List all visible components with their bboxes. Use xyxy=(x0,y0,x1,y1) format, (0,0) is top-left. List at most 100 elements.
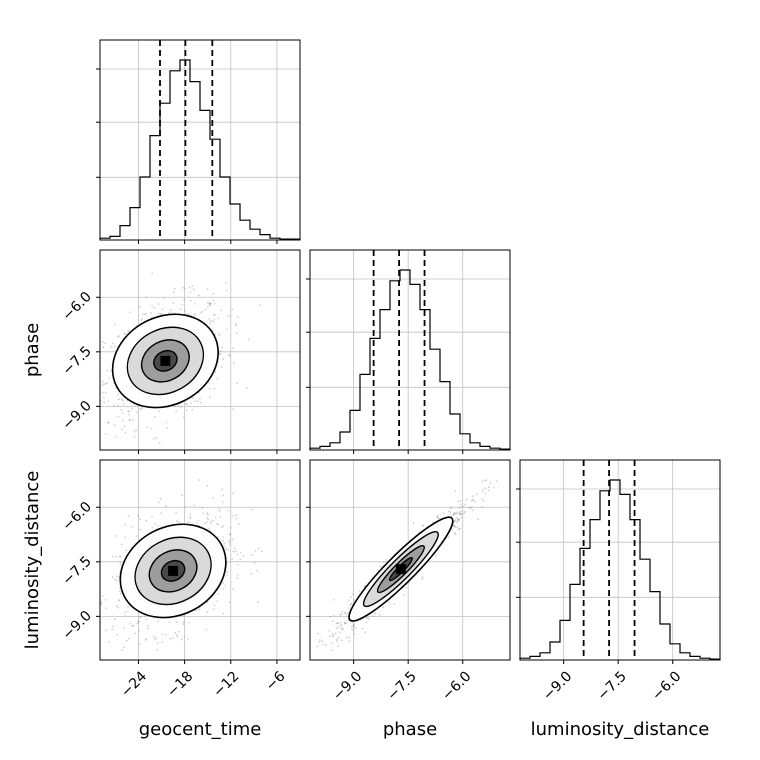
sample-point xyxy=(122,627,125,629)
sample-point xyxy=(119,560,122,563)
sample-point xyxy=(222,494,225,497)
sample-point xyxy=(106,382,108,384)
sample-point xyxy=(432,521,435,524)
sample-point xyxy=(105,629,107,632)
sample-point xyxy=(171,637,174,639)
sample-point xyxy=(141,318,143,320)
y-tick-label: −7.5 xyxy=(59,553,94,588)
sample-point xyxy=(347,619,350,622)
sample-point xyxy=(352,593,354,596)
sample-point xyxy=(247,338,250,341)
sample-point xyxy=(217,535,219,538)
sample-point xyxy=(120,543,123,546)
sample-point xyxy=(213,302,216,305)
sample-point xyxy=(236,553,239,556)
sample-point xyxy=(96,354,98,356)
sample-point xyxy=(104,342,106,345)
sample-point xyxy=(175,520,178,523)
sample-point xyxy=(131,664,133,666)
sample-point xyxy=(95,596,97,598)
sample-point xyxy=(388,601,391,604)
sample-point xyxy=(335,640,338,642)
x-tick-label: −9.0 xyxy=(540,668,575,703)
sample-point xyxy=(133,430,136,432)
sample-point xyxy=(451,507,453,509)
sample-point xyxy=(220,526,223,529)
sample-point xyxy=(189,299,192,302)
hist-panel-geocent_time xyxy=(96,39,301,244)
sample-point xyxy=(489,482,492,485)
sample-point xyxy=(484,487,487,490)
sample-point xyxy=(223,545,226,547)
panel-content xyxy=(82,479,264,666)
sample-point xyxy=(449,511,452,514)
sample-point xyxy=(157,501,160,504)
sample-point xyxy=(332,598,335,601)
sample-point xyxy=(250,554,253,556)
sample-point xyxy=(332,620,334,622)
sample-point xyxy=(117,576,120,579)
sample-point xyxy=(104,432,107,435)
sample-point xyxy=(349,603,352,605)
sample-point xyxy=(211,320,214,323)
sample-point xyxy=(111,555,114,558)
sample-point xyxy=(191,408,194,411)
sample-point xyxy=(118,599,121,601)
sample-point xyxy=(189,513,192,516)
sample-point xyxy=(229,526,232,529)
sample-point xyxy=(448,510,450,512)
sample-point xyxy=(236,332,238,335)
sample-point xyxy=(129,311,131,314)
sample-point xyxy=(119,592,122,595)
sample-point xyxy=(157,620,160,623)
sample-point xyxy=(209,302,212,305)
sample-point xyxy=(190,402,193,405)
sample-point xyxy=(107,421,110,424)
sample-point xyxy=(151,305,153,307)
sample-point xyxy=(182,623,185,626)
sample-point xyxy=(450,515,453,517)
sample-point xyxy=(453,511,456,514)
sample-point xyxy=(335,622,338,625)
sample-point xyxy=(93,615,95,617)
sample-point xyxy=(231,588,234,590)
sample-point xyxy=(338,631,341,634)
sample-point xyxy=(352,626,355,629)
sample-point xyxy=(210,519,213,522)
sample-point xyxy=(412,522,415,524)
sample-point xyxy=(217,332,220,335)
sample-point xyxy=(145,618,148,621)
sample-point xyxy=(227,509,230,512)
sample-point xyxy=(187,638,190,641)
sample-point xyxy=(218,508,220,510)
sample-point xyxy=(256,569,258,572)
sample-point xyxy=(213,387,216,390)
sample-point xyxy=(348,607,351,610)
sample-point xyxy=(232,550,235,553)
sample-point xyxy=(117,415,120,418)
sample-point xyxy=(198,479,200,481)
sample-point xyxy=(94,583,96,585)
sample-point xyxy=(344,612,346,614)
sample-point xyxy=(221,366,223,368)
sample-point xyxy=(455,511,458,514)
sample-point xyxy=(459,513,462,516)
sample-point xyxy=(82,590,84,592)
sample-point xyxy=(111,628,114,631)
sample-point xyxy=(145,519,148,522)
panel-geocent_time-luminosity_distance: −24 −18 −12 −6 −9.0 −7.5 −6.0 xyxy=(59,459,301,701)
sample-point xyxy=(97,389,99,391)
sample-point xyxy=(457,528,460,531)
sample-point xyxy=(454,526,456,529)
sample-point xyxy=(349,621,352,623)
sample-point xyxy=(101,391,104,394)
sample-point xyxy=(158,442,161,444)
sample-point xyxy=(214,371,217,374)
hist-frame xyxy=(99,39,301,241)
density-peak-pixel xyxy=(160,355,171,366)
sample-point xyxy=(464,503,466,506)
sample-point xyxy=(453,512,456,515)
sample-point xyxy=(105,607,108,610)
sample-point xyxy=(372,615,375,618)
sample-point xyxy=(222,612,225,615)
